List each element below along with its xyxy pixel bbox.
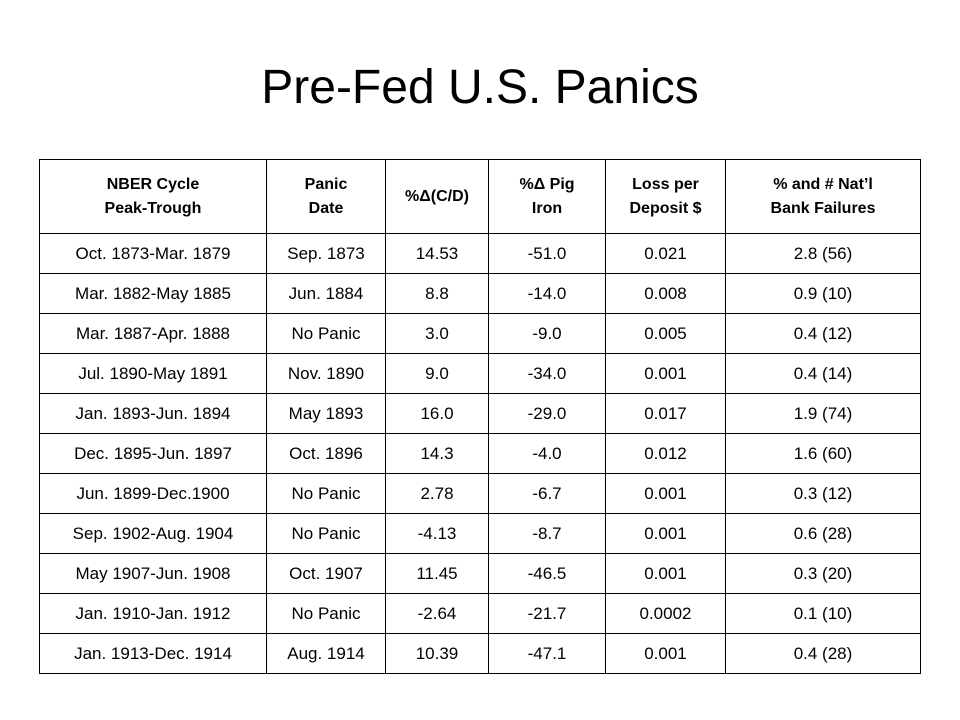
cell-pig-iron: -46.5	[488, 553, 606, 594]
cell-panic-date: Nov. 1890	[266, 353, 386, 394]
header-line: Bank Failures	[770, 199, 876, 217]
header-line: %Δ(C/D)	[405, 187, 469, 205]
cell-loss-per-deposit: 0.005	[605, 313, 726, 354]
header-line: NBER Cycle	[106, 175, 200, 193]
cell-panic-date: No Panic	[266, 593, 386, 634]
cell-nber-cycle: Dec. 1895-Jun. 1897	[39, 433, 267, 474]
cell-bank-failures: 1.6 (60)	[725, 433, 921, 474]
cell-pig-iron: -34.0	[488, 353, 606, 394]
cell-panic-date: May 1893	[266, 393, 386, 434]
cell-nber-cycle: Jul. 1890-May 1891	[39, 353, 267, 394]
table-body: Oct. 1873-Mar. 1879 Sep. 1873 14.53 -51.…	[39, 233, 921, 674]
cell-pig-iron: -14.0	[488, 273, 606, 314]
cell-loss-per-deposit: 0.008	[605, 273, 726, 314]
table-row: Sep. 1902-Aug. 1904 No Panic -4.13 -8.7 …	[39, 513, 921, 554]
cell-panic-date: No Panic	[266, 513, 386, 554]
cell-panic-date: Oct. 1896	[266, 433, 386, 474]
cell-cd-change: 9.0	[385, 353, 489, 394]
cell-cd-change: 16.0	[385, 393, 489, 434]
cell-loss-per-deposit: 0.001	[605, 513, 726, 554]
cell-nber-cycle: Mar. 1887-Apr. 1888	[39, 313, 267, 354]
slide-title: Pre-Fed U.S. Panics	[261, 61, 699, 114]
header-line: Panic	[304, 175, 348, 193]
cell-loss-per-deposit: 0.021	[605, 233, 726, 274]
header-cd-change: %Δ(C/D)	[385, 159, 489, 234]
cell-loss-per-deposit: 0.017	[605, 393, 726, 434]
cell-nber-cycle: Jan. 1913-Dec. 1914	[39, 633, 267, 674]
cell-cd-change: 14.53	[385, 233, 489, 274]
cell-loss-per-deposit: 0.001	[605, 553, 726, 594]
header-line: Loss per	[632, 175, 699, 193]
cell-pig-iron: -47.1	[488, 633, 606, 674]
cell-cd-change: -4.13	[385, 513, 489, 554]
cell-bank-failures: 2.8 (56)	[725, 233, 921, 274]
header-pig-iron: %Δ Pig Iron	[488, 159, 606, 234]
header-nber-cycle: NBER Cycle Peak-Trough	[39, 159, 267, 234]
cell-panic-date: No Panic	[266, 473, 386, 514]
table-row: Dec. 1895-Jun. 1897 Oct. 1896 14.3 -4.0 …	[39, 433, 921, 474]
table-row: Jan. 1893-Jun. 1894 May 1893 16.0 -29.0 …	[39, 393, 921, 434]
cell-cd-change: 3.0	[385, 313, 489, 354]
cell-loss-per-deposit: 0.001	[605, 353, 726, 394]
cell-nber-cycle: Jan. 1893-Jun. 1894	[39, 393, 267, 434]
cell-cd-change: 8.8	[385, 273, 489, 314]
cell-nber-cycle: Jun. 1899-Dec.1900	[39, 473, 267, 514]
cell-panic-date: Jun. 1884	[266, 273, 386, 314]
header-line: Peak-Trough	[104, 199, 202, 217]
cell-cd-change: 11.45	[385, 553, 489, 594]
cell-panic-date: Oct. 1907	[266, 553, 386, 594]
header-loss-per-deposit: Loss per Deposit $	[605, 159, 726, 234]
table-row: Jul. 1890-May 1891 Nov. 1890 9.0 -34.0 0…	[39, 353, 921, 394]
cell-cd-change: 10.39	[385, 633, 489, 674]
cell-cd-change: 14.3	[385, 433, 489, 474]
cell-nber-cycle: Mar. 1882-May 1885	[39, 273, 267, 314]
cell-panic-date: Aug. 1914	[266, 633, 386, 674]
cell-cd-change: -2.64	[385, 593, 489, 634]
cell-loss-per-deposit: 0.001	[605, 473, 726, 514]
header-panic-date: Panic Date	[266, 159, 386, 234]
cell-nber-cycle: May 1907-Jun. 1908	[39, 553, 267, 594]
header-line: Deposit $	[629, 199, 702, 217]
table-row: May 1907-Jun. 1908 Oct. 1907 11.45 -46.5…	[39, 553, 921, 594]
table-row: Oct. 1873-Mar. 1879 Sep. 1873 14.53 -51.…	[39, 233, 921, 274]
header-line: %Δ Pig	[519, 175, 575, 193]
cell-pig-iron: -4.0	[488, 433, 606, 474]
cell-bank-failures: 0.3 (12)	[725, 473, 921, 514]
cell-loss-per-deposit: 0.012	[605, 433, 726, 474]
cell-bank-failures: 1.9 (74)	[725, 393, 921, 434]
cell-loss-per-deposit: 0.0002	[605, 593, 726, 634]
header-line: Iron	[531, 199, 563, 217]
header-bank-failures: % and # Nat’l Bank Failures	[725, 159, 921, 234]
cell-bank-failures: 0.1 (10)	[725, 593, 921, 634]
cell-nber-cycle: Jan. 1910-Jan. 1912	[39, 593, 267, 634]
panics-table: NBER Cycle Peak-Trough Panic Date %Δ(C/D…	[39, 159, 921, 674]
cell-pig-iron: -9.0	[488, 313, 606, 354]
header-line: Date	[308, 199, 344, 217]
cell-panic-date: No Panic	[266, 313, 386, 354]
cell-nber-cycle: Sep. 1902-Aug. 1904	[39, 513, 267, 554]
cell-pig-iron: -51.0	[488, 233, 606, 274]
cell-pig-iron: -29.0	[488, 393, 606, 434]
cell-panic-date: Sep. 1873	[266, 233, 386, 274]
table-row: Jun. 1899-Dec.1900 No Panic 2.78 -6.7 0.…	[39, 473, 921, 514]
table-row: Jan. 1913-Dec. 1914 Aug. 1914 10.39 -47.…	[39, 633, 921, 674]
cell-bank-failures: 0.3 (20)	[725, 553, 921, 594]
table-row: Jan. 1910-Jan. 1912 No Panic -2.64 -21.7…	[39, 593, 921, 634]
cell-nber-cycle: Oct. 1873-Mar. 1879	[39, 233, 267, 274]
cell-loss-per-deposit: 0.001	[605, 633, 726, 674]
table-header: NBER Cycle Peak-Trough Panic Date %Δ(C/D…	[39, 159, 921, 234]
table-row: Mar. 1887-Apr. 1888 No Panic 3.0 -9.0 0.…	[39, 313, 921, 354]
cell-cd-change: 2.78	[385, 473, 489, 514]
table-row: Mar. 1882-May 1885 Jun. 1884 8.8 -14.0 0…	[39, 273, 921, 314]
cell-bank-failures: 0.6 (28)	[725, 513, 921, 554]
cell-bank-failures: 0.9 (10)	[725, 273, 921, 314]
cell-pig-iron: -6.7	[488, 473, 606, 514]
header-line: % and # Nat’l	[773, 175, 873, 193]
cell-pig-iron: -8.7	[488, 513, 606, 554]
cell-bank-failures: 0.4 (28)	[725, 633, 921, 674]
header-row: NBER Cycle Peak-Trough Panic Date %Δ(C/D…	[39, 159, 921, 234]
cell-bank-failures: 0.4 (14)	[725, 353, 921, 394]
cell-bank-failures: 0.4 (12)	[725, 313, 921, 354]
cell-pig-iron: -21.7	[488, 593, 606, 634]
